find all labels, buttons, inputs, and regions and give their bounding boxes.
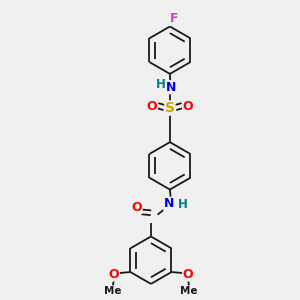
Text: Me: Me xyxy=(104,286,122,296)
Text: N: N xyxy=(166,81,176,94)
Text: O: O xyxy=(131,201,142,214)
Text: O: O xyxy=(183,100,193,112)
Text: F: F xyxy=(169,12,178,25)
Text: O: O xyxy=(183,268,194,281)
Text: O: O xyxy=(147,100,157,112)
Text: N: N xyxy=(164,197,174,210)
Text: O: O xyxy=(109,268,119,281)
Text: Me: Me xyxy=(180,286,198,296)
Text: H: H xyxy=(178,198,188,211)
Text: H: H xyxy=(156,78,166,91)
Text: S: S xyxy=(165,101,175,115)
